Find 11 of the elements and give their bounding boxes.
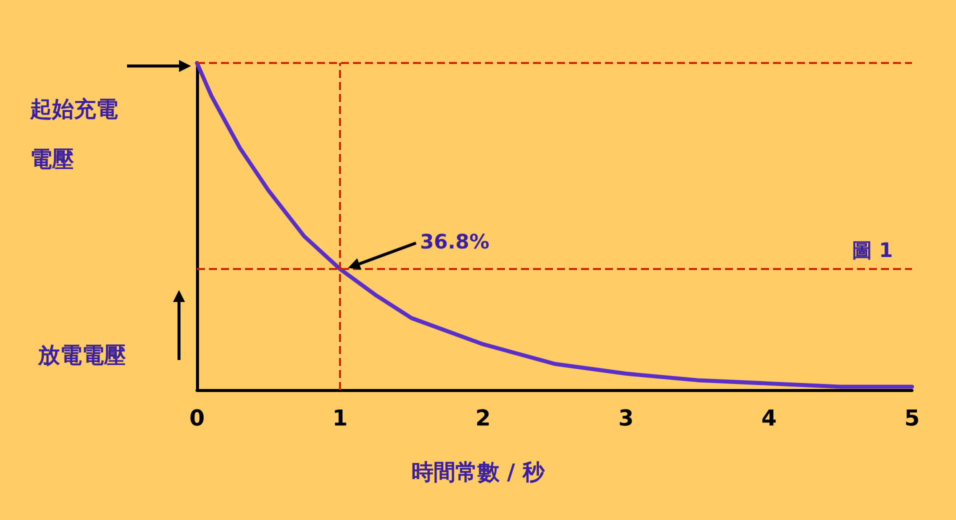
x-tick-label: 5 (904, 406, 920, 432)
annotation: 36.8% (420, 230, 490, 254)
x-axis-title: 時間常數 / 秒 (411, 460, 546, 486)
x-tick-label: 2 (475, 406, 491, 432)
text: 起始充電電壓 (29, 96, 118, 172)
annotation: 圖 1 (852, 238, 893, 262)
x-tick-label: 3 (618, 406, 634, 432)
x-tick-label: 1 (332, 406, 348, 432)
x-tick-label: 0 (189, 406, 205, 432)
x-tick-label: 4 (761, 406, 777, 432)
y-axis-title: 放電電壓 (37, 344, 127, 368)
